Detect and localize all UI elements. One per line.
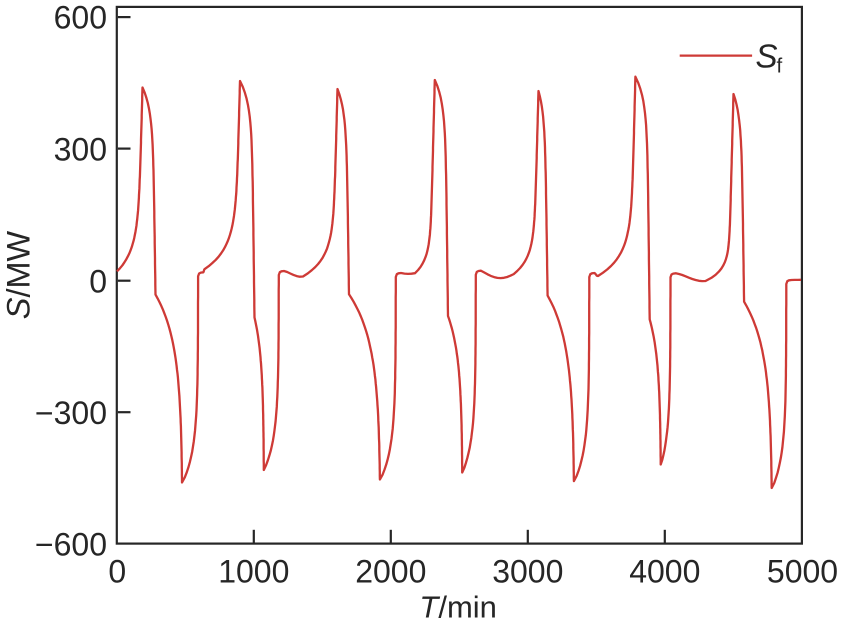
svg-text:T/min: T/min — [419, 590, 497, 625]
svg-text:1000: 1000 — [218, 554, 289, 590]
svg-text:−600: −600 — [35, 526, 107, 562]
svg-text:f: f — [777, 55, 783, 78]
svg-text:S: S — [756, 38, 778, 75]
svg-text:2000: 2000 — [355, 554, 426, 590]
svg-text:300: 300 — [54, 131, 107, 167]
svg-text:−300: −300 — [35, 395, 107, 431]
svg-text:600: 600 — [54, 0, 107, 36]
svg-text:4000: 4000 — [629, 554, 700, 590]
svg-text:S/MW: S/MW — [1, 230, 37, 319]
svg-text:0: 0 — [108, 554, 126, 590]
svg-text:3000: 3000 — [492, 554, 563, 590]
svg-text:0: 0 — [89, 264, 107, 300]
svg-text:5000: 5000 — [767, 554, 838, 590]
